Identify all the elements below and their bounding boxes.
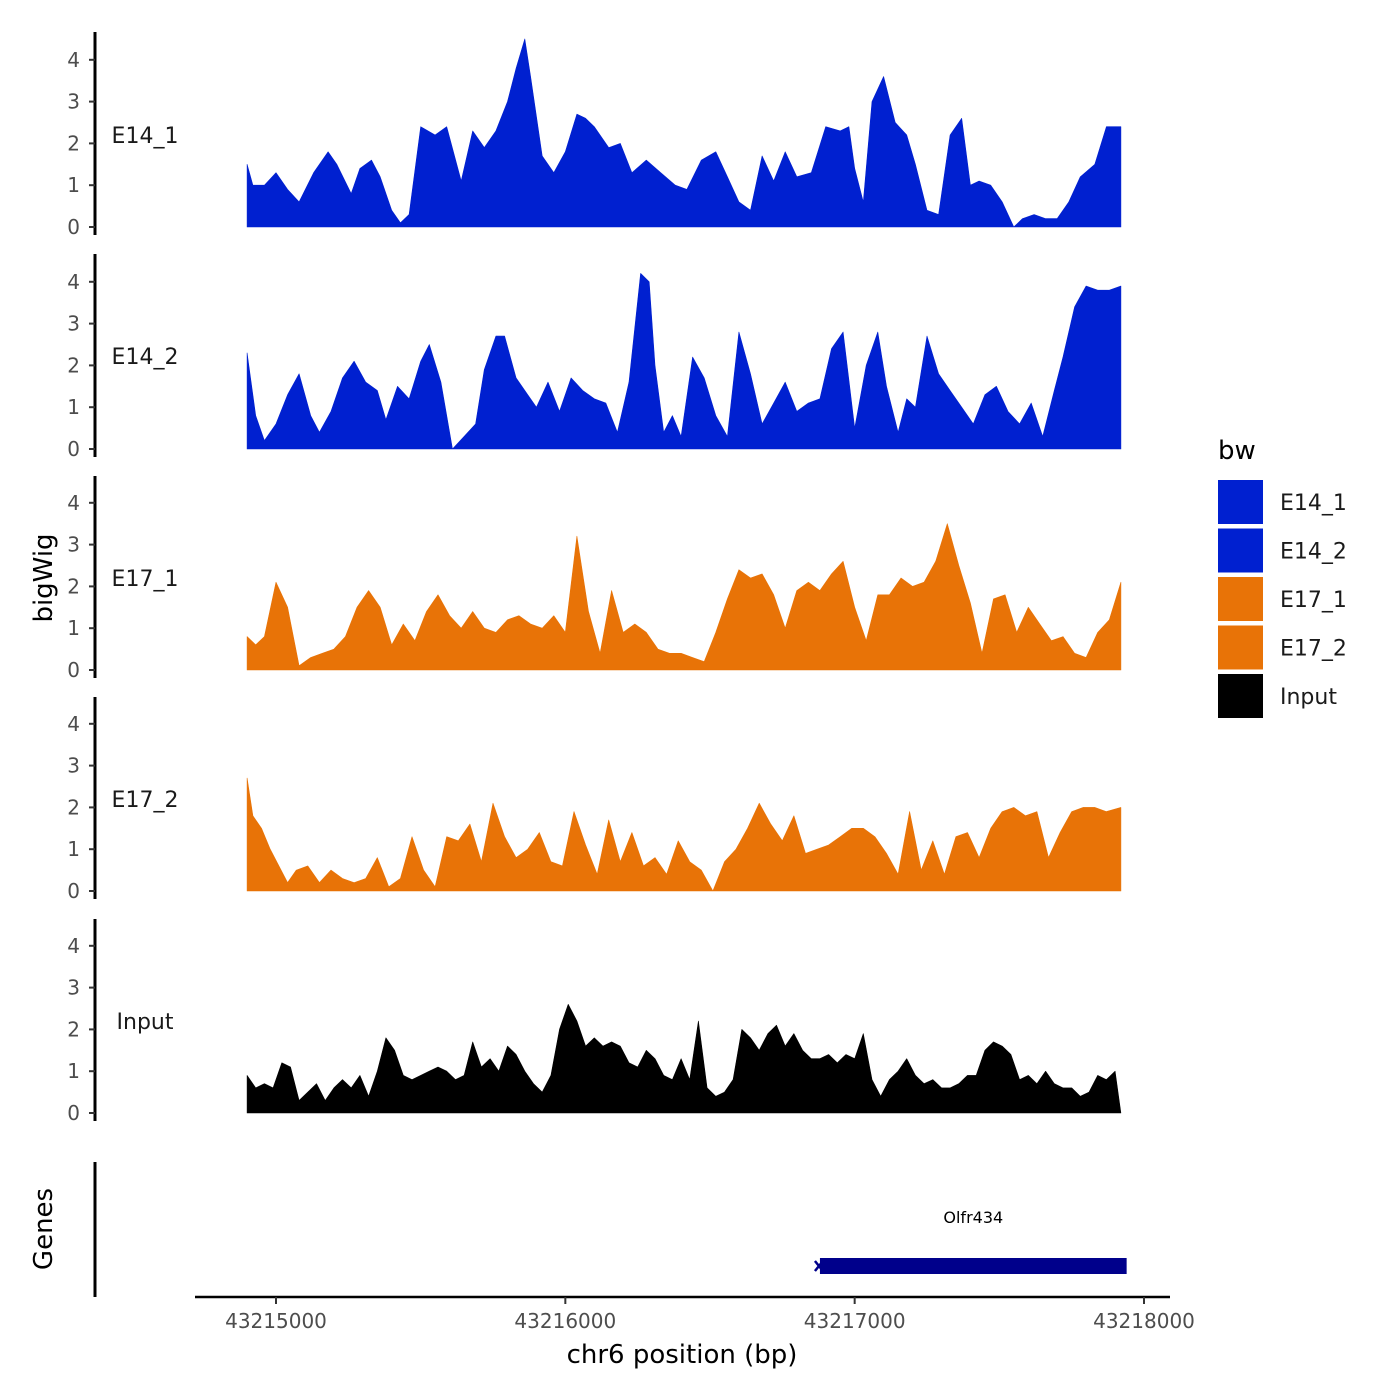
y-tick-label: 1 [67,1059,80,1083]
y-tick-label: 0 [67,215,80,239]
x-tick-label: 43217000 [804,1309,906,1333]
y-tick-label: 1 [67,616,80,640]
y-tick-label: 3 [67,312,80,336]
y-tick-label: 4 [67,270,80,294]
track-E17_1: 0 1 2 3 4 E17_1 [67,476,1122,682]
y-tick-label: 1 [67,173,80,197]
legend-entry: E14_2 [1218,528,1347,573]
legend-swatch [1218,480,1263,524]
signal-area-E14_1 [246,38,1122,228]
track-Input: 0 1 2 3 4 Input [67,919,1122,1125]
legend-swatch [1218,577,1263,621]
signal-area-Input [246,1004,1122,1114]
legend-entry: E14_1 [1218,480,1347,524]
track-label: E17_2 [112,788,179,813]
y-tick-label: 0 [67,879,80,903]
gene-body [819,1258,1127,1274]
y-tick-label: 2 [67,795,80,819]
x-tick-label: 43216000 [514,1309,616,1333]
y-tick-label: 3 [67,976,80,1000]
legend-label: E17_2 [1280,637,1347,662]
y-tick-label: 2 [67,574,80,598]
y-tick-label: 3 [67,533,80,557]
legend-swatch [1218,625,1263,670]
legend-label: Input [1280,685,1337,710]
legend-entries: E14_1 E14_2 E17_1 E17_2 Input [1218,480,1347,718]
y-tick-label: 4 [67,712,80,736]
legend-label: E17_1 [1280,588,1347,613]
y-tick-label: 2 [67,131,80,155]
y-axis-title: bigWig [29,533,59,622]
genes-track: Genes Olfr434 [29,1162,1127,1297]
legend-label: E14_2 [1280,540,1347,565]
genes-body: Olfr434 [813,1208,1127,1274]
legend: bw E14_1 E14_2 E17_1 E17_2 Input [1218,436,1347,718]
track-label: Input [117,1010,174,1035]
track-label: E14_1 [112,124,179,149]
y-tick-label: 4 [67,48,80,72]
track-label: E17_1 [112,567,179,592]
track-E14_1: 0 1 2 3 4 E14_1 [67,32,1122,239]
y-tick-label: 2 [67,353,80,377]
y-tick-label: 0 [67,658,80,682]
x-axis-ticks: 43215000 43216000 43217000 43218000 [225,1297,1195,1333]
y-tick-label: 3 [67,90,80,114]
signal-tracks: 0 1 2 3 4 E14_1 0 1 2 3 4 E14_2 0 1 2 3 4 E17_1 0 1 2 3 4 E17_2… [67,32,1122,1125]
signal-area-E17_1 [246,523,1122,671]
track-label: E14_2 [112,345,179,370]
y-tick-label: 2 [67,1017,80,1041]
legend-entry: E17_1 [1218,577,1347,621]
x-axis: 43215000 43216000 43217000 43218000 chr6 po… [195,1295,1195,1370]
gene-label: Olfr434 [943,1208,1003,1227]
y-tick-label: 4 [67,934,80,958]
y-tick-label: 3 [67,754,80,778]
y-tick-label: 4 [67,491,80,515]
y-tick-label: 0 [67,437,80,461]
genes-track-title: Genes [29,1188,59,1270]
gene-Olfr434: Olfr434 [813,1208,1127,1274]
signal-area-E14_2 [246,273,1122,450]
x-axis-title: chr6 position (bp) [567,1340,798,1370]
y-tick-label: 1 [67,395,80,419]
gene-strand-marker [813,1260,824,1272]
legend-entry: Input [1218,674,1337,718]
legend-swatch [1218,528,1263,573]
legend-title: bw [1218,436,1256,466]
x-tick-label: 43218000 [1093,1309,1195,1333]
signal-area-E17_2 [246,777,1122,892]
y-tick-label: 1 [67,837,80,861]
track-E17_2: 0 1 2 3 4 E17_2 [67,697,1122,903]
legend-swatch [1218,674,1263,718]
track-E14_2: 0 1 2 3 4 E14_2 [67,254,1122,461]
x-tick-label: 43215000 [225,1309,327,1333]
y-tick-label: 0 [67,1101,80,1125]
legend-label: E14_1 [1280,491,1347,516]
legend-entry: E17_2 [1218,625,1347,670]
